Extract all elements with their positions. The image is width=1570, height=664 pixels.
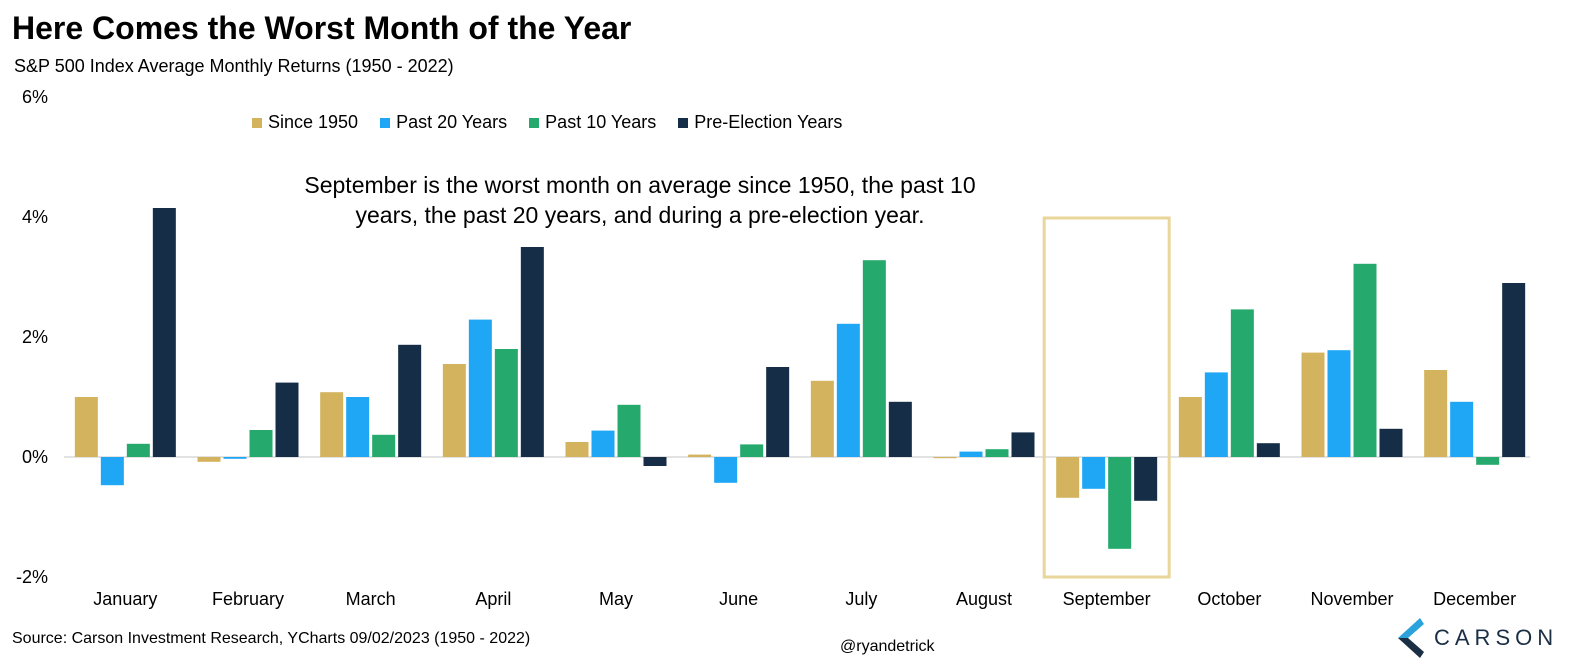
bar-march-past-20-years xyxy=(346,397,370,457)
bar-march-pre-election-years xyxy=(398,344,422,457)
annotation-line: September is the worst month on average … xyxy=(304,172,976,198)
legend-item-past-10-years: Past 10 Years xyxy=(529,112,656,133)
legend-swatch xyxy=(529,117,540,128)
bar-february-past-20-years xyxy=(223,457,247,459)
legend-swatch xyxy=(252,117,262,128)
bar-may-past-20-years xyxy=(591,430,615,457)
bar-february-since-1950 xyxy=(197,457,221,462)
bar-june-past-20-years xyxy=(714,457,738,483)
bar-december-pre-election-years xyxy=(1502,283,1526,457)
x-tick-label: June xyxy=(719,589,758,609)
bar-november-past-20-years xyxy=(1327,350,1351,457)
bar-october-since-1950 xyxy=(1178,397,1202,457)
legend-label: Since 1950 xyxy=(268,112,359,132)
bar-february-past-10-years xyxy=(249,430,273,457)
y-tick-label: 2% xyxy=(22,327,48,347)
bar-july-pre-election-years xyxy=(888,401,912,457)
logo-text: CARSON xyxy=(1434,625,1559,650)
x-tick-label: September xyxy=(1063,589,1151,609)
bar-april-since-1950 xyxy=(442,364,466,457)
x-tick-label: February xyxy=(212,589,284,609)
bar-august-past-20-years xyxy=(959,451,983,457)
legend-label: Pre-Election Years xyxy=(694,112,843,132)
bar-april-past-20-years xyxy=(468,319,492,457)
carson-logo: CARSON xyxy=(1394,616,1558,660)
chart-subtitle: S&P 500 Index Average Monthly Returns (1… xyxy=(14,56,454,76)
bar-july-past-10-years xyxy=(862,260,886,457)
bar-june-pre-election-years xyxy=(766,367,790,457)
legend-label: Past 20 Years xyxy=(396,112,508,132)
bar-october-pre-election-years xyxy=(1256,443,1280,457)
x-tick-label: May xyxy=(599,589,633,609)
legend-swatch xyxy=(678,117,689,128)
bar-june-past-10-years xyxy=(740,444,764,457)
highlight-box xyxy=(1042,216,1171,579)
bar-july-past-20-years xyxy=(836,323,860,457)
legend-item-since-1950: Since 1950 xyxy=(252,112,358,133)
bar-august-past-10-years xyxy=(985,449,1009,457)
bar-december-past-10-years xyxy=(1476,457,1500,465)
bar-november-since-1950 xyxy=(1301,352,1325,457)
legend-label: Past 10 Years xyxy=(545,112,657,132)
y-tick-label: 0% xyxy=(22,447,48,467)
bar-october-past-20-years xyxy=(1204,372,1228,457)
bar-august-pre-election-years xyxy=(1011,432,1035,457)
annotation-line: years, the past 20 years, and during a p… xyxy=(355,202,925,228)
bar-february-pre-election-years xyxy=(275,382,299,457)
bar-september-pre-election-years xyxy=(1134,457,1158,501)
y-tick-label: 4% xyxy=(22,207,48,227)
bar-october-past-10-years xyxy=(1230,309,1254,457)
bar-july-since-1950 xyxy=(810,380,834,457)
x-tick-label: December xyxy=(1433,589,1516,609)
bar-june-since-1950 xyxy=(688,454,712,457)
bar-may-pre-election-years xyxy=(643,457,667,466)
legend-swatch xyxy=(380,117,391,128)
carson-chevron-icon xyxy=(1398,618,1424,658)
bar-december-since-1950 xyxy=(1424,370,1448,457)
bar-march-since-1950 xyxy=(320,392,344,457)
bar-december-past-20-years xyxy=(1450,401,1474,457)
legend: Since 1950 Past 20 Years Past 10 Years P… xyxy=(252,112,842,133)
x-tick-label: July xyxy=(845,589,877,609)
bar-january-since-1950 xyxy=(74,397,98,457)
bar-september-past-20-years xyxy=(1082,457,1106,489)
bar-april-pre-election-years xyxy=(520,247,544,457)
legend-item-past-20-years: Past 20 Years xyxy=(380,112,507,133)
bar-august-since-1950 xyxy=(933,457,957,459)
x-tick-label: August xyxy=(956,589,1012,609)
y-tick-label: -2% xyxy=(16,567,48,587)
bar-january-past-10-years xyxy=(126,443,150,457)
x-tick-label: January xyxy=(93,589,157,609)
bar-november-pre-election-years xyxy=(1379,428,1403,457)
chart-title: Here Comes the Worst Month of the Year xyxy=(12,10,632,46)
x-tick-label: April xyxy=(475,589,511,609)
legend-item-pre-election-years: Pre-Election Years xyxy=(678,112,842,133)
bar-january-past-20-years xyxy=(100,457,124,486)
bar-may-since-1950 xyxy=(565,442,589,457)
y-tick-label: 6% xyxy=(22,87,48,107)
bar-september-past-10-years xyxy=(1108,457,1132,549)
x-tick-label: October xyxy=(1197,589,1261,609)
bar-may-past-10-years xyxy=(617,404,641,457)
x-tick-label: March xyxy=(346,589,396,609)
chart-annotation: September is the worst month on average … xyxy=(240,170,1040,230)
source-note: Source: Carson Investment Research, YCha… xyxy=(12,630,531,647)
bar-march-past-10-years xyxy=(372,434,396,457)
bar-april-past-10-years xyxy=(494,349,518,457)
x-tick-label: November xyxy=(1310,589,1393,609)
bar-january-pre-election-years xyxy=(152,208,176,457)
bar-november-past-10-years xyxy=(1353,263,1377,457)
bar-september-since-1950 xyxy=(1056,457,1080,498)
author-handle: @ryandetrick xyxy=(840,638,935,655)
